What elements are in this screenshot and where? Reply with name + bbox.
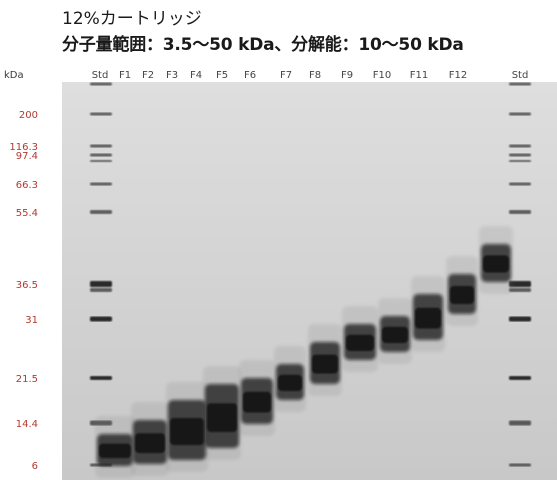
std-left-band bbox=[90, 376, 112, 380]
std-left-band bbox=[90, 82, 112, 86]
std-right-band bbox=[509, 144, 531, 148]
std-right-band bbox=[509, 376, 531, 380]
std-left-band bbox=[90, 182, 112, 186]
std-right-band bbox=[509, 420, 531, 426]
std-left-band bbox=[90, 281, 112, 287]
band-f4 bbox=[203, 366, 241, 460]
band-f3 bbox=[166, 382, 208, 472]
lane-label-std-right: Std bbox=[512, 70, 529, 81]
std-right-band bbox=[509, 463, 531, 467]
band-f7 bbox=[308, 324, 342, 396]
marker-label-97-4: 97.4 bbox=[16, 151, 38, 162]
band-f10 bbox=[411, 276, 445, 352]
band-f1 bbox=[95, 416, 135, 478]
lane-label-f1: F1 bbox=[119, 70, 131, 81]
band-f9 bbox=[378, 298, 412, 364]
lane-label-f6: F6 bbox=[244, 70, 256, 81]
std-right-band bbox=[509, 281, 531, 287]
marker-label-66-3: 66.3 bbox=[16, 180, 38, 191]
lane-label-f4: F4 bbox=[190, 70, 202, 81]
std-left-band bbox=[90, 153, 112, 157]
lane-label-f12: F12 bbox=[449, 70, 467, 81]
std-right-band bbox=[509, 182, 531, 186]
lane-label-f5: F5 bbox=[216, 70, 228, 81]
band-f6 bbox=[274, 346, 306, 412]
band-f8 bbox=[342, 306, 378, 372]
std-right-band bbox=[509, 288, 531, 292]
std-left-band bbox=[90, 288, 112, 292]
lane-label-f2: F2 bbox=[142, 70, 154, 81]
std-right-band bbox=[509, 210, 531, 214]
marker-label-31: 31 bbox=[25, 315, 38, 326]
marker-label-200: 200 bbox=[19, 110, 38, 121]
caption-cartridge: 12%カートリッジ bbox=[62, 9, 202, 29]
std-right-band bbox=[509, 160, 531, 162]
lane-label-f3: F3 bbox=[166, 70, 178, 81]
kda-unit-label: kDa bbox=[4, 70, 24, 81]
std-left-band bbox=[90, 316, 112, 322]
lane-label-std: Std bbox=[92, 70, 109, 81]
lane-label-f11: F11 bbox=[410, 70, 428, 81]
band-f12 bbox=[479, 226, 513, 294]
marker-label-21-5: 21.5 bbox=[16, 374, 38, 385]
band-f2 bbox=[131, 402, 169, 476]
std-right-band bbox=[509, 153, 531, 157]
marker-label-36-5: 36.5 bbox=[16, 280, 38, 291]
lane-label-f7: F7 bbox=[280, 70, 292, 81]
lane-label-f8: F8 bbox=[309, 70, 321, 81]
marker-label-14-4: 14.4 bbox=[16, 419, 38, 430]
lane-label-f10: F10 bbox=[373, 70, 391, 81]
marker-label-55-4: 55.4 bbox=[16, 208, 38, 219]
std-left-band bbox=[90, 210, 112, 214]
marker-label-116-3: 116.3 bbox=[9, 142, 38, 153]
gel-svg: kDa Std F1 F2 F3 F4 F5 F6 F7 F8 F9 F10 F11 F12 Std 20… bbox=[0, 62, 557, 480]
marker-label-6: 6 bbox=[32, 461, 38, 472]
band-f5 bbox=[239, 360, 275, 436]
std-left-band bbox=[90, 144, 112, 148]
std-left-band bbox=[90, 160, 112, 162]
std-right-band bbox=[509, 316, 531, 322]
std-right-band bbox=[509, 82, 531, 86]
band-f11 bbox=[446, 256, 478, 326]
caption-range: 分子量範囲：3.5〜50 kDa、分解能：10〜50 kDa bbox=[62, 35, 464, 55]
std-right-band bbox=[509, 112, 531, 116]
gel-image: kDa Std F1 F2 F3 F4 F5 F6 F7 F8 F9 F10 F11 F12 Std 20… bbox=[0, 62, 557, 480]
std-left-band bbox=[90, 112, 112, 116]
lane-label-f9: F9 bbox=[341, 70, 353, 81]
